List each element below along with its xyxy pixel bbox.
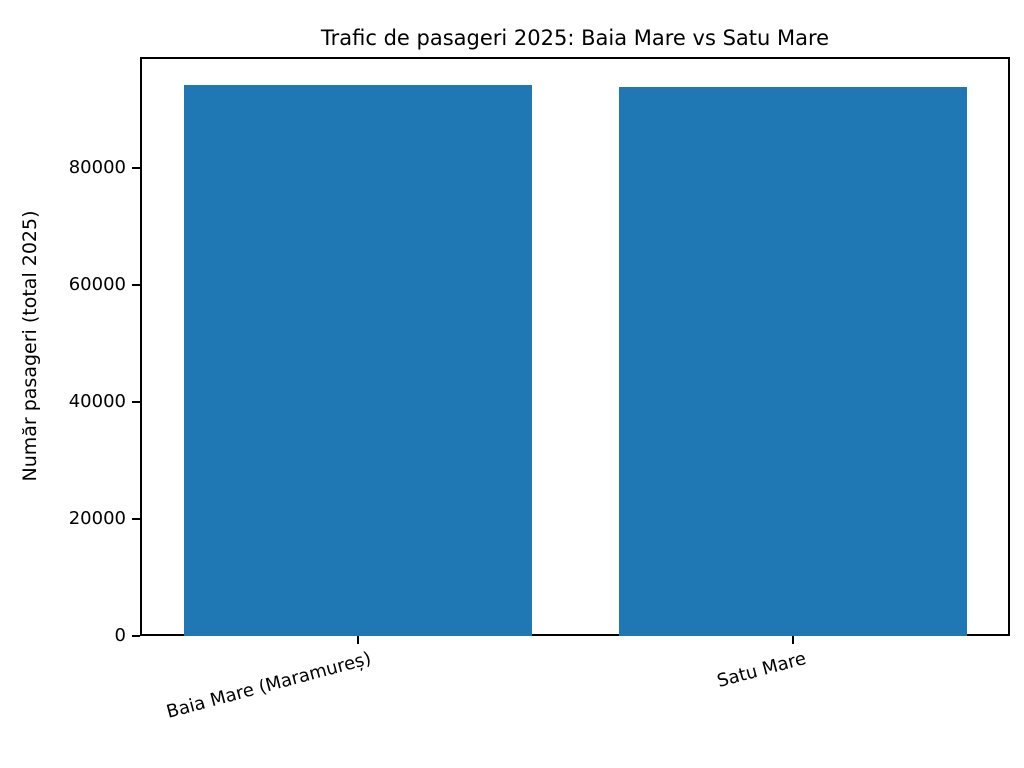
bar [183,85,532,636]
x-tick-mark [356,636,359,644]
chart-title: Trafic de pasageri 2025: Baia Mare vs Sa… [320,26,830,50]
y-tick-mark [132,401,140,404]
y-axis-label: Număr pasageri (total 2025) [19,210,41,482]
y-tick-label: 80000 [68,157,126,179]
y-tick-mark [132,518,140,521]
y-tick-mark [132,167,140,170]
y-tick-label: 0 [114,625,126,646]
y-tick-label: 60000 [68,274,126,296]
bar [618,86,967,636]
y-tick-mark [132,284,140,287]
x-tick-label: Baia Mare (Maramureș) [163,648,373,723]
x-tick-label: Satu Mare [714,648,808,692]
y-tick-label: 40000 [68,391,126,413]
x-tick-mark [791,636,794,644]
y-tick-label: 20000 [68,508,126,530]
y-tick-mark [132,635,140,637]
